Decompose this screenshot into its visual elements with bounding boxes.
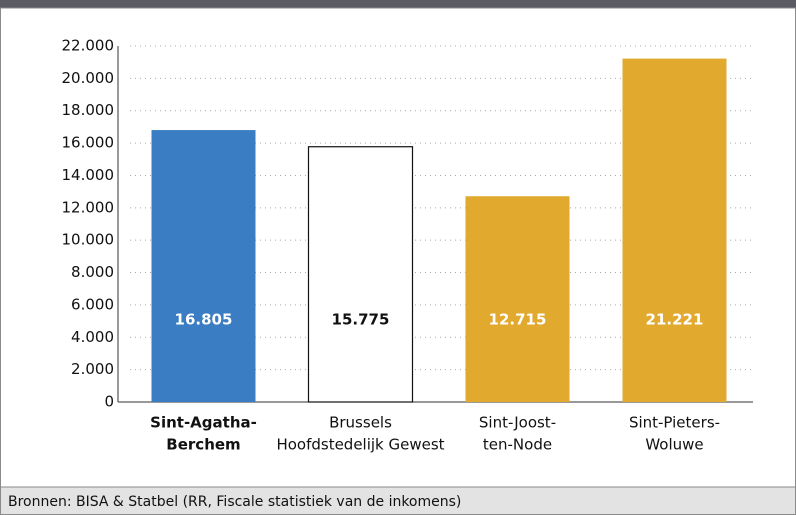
bar — [622, 58, 727, 402]
source: Bronnen: BISA & Statbel (RR, Fiscale sta… — [8, 494, 461, 510]
bar — [465, 196, 570, 402]
x-tick-label: Brussels — [329, 414, 392, 432]
x-tick-label: Sint-Agatha- — [150, 414, 257, 432]
x-tick-label: Woluwe — [645, 436, 703, 454]
header-band — [0, 0, 796, 8]
bar — [151, 130, 256, 402]
x-tick-label: ten-Node — [483, 436, 552, 454]
y-tick-label: 2.000 — [71, 360, 114, 378]
value-label: 21.221 — [646, 311, 704, 329]
y-tick-label: 10.000 — [62, 231, 115, 249]
y-tick-label: 4.000 — [71, 328, 114, 346]
x-tick-label: Berchem — [166, 436, 240, 454]
value-label: 12.715 — [489, 311, 547, 329]
y-tick-label: 8.000 — [71, 263, 114, 281]
y-tick-label: 6.000 — [71, 295, 114, 313]
y-tick-label: 18.000 — [62, 101, 115, 119]
y-tick-label: 16.000 — [62, 134, 115, 152]
value-label: 15.775 — [332, 311, 390, 329]
y-tick-label: 20.000 — [62, 69, 115, 87]
y-tick-label: 0 — [104, 393, 114, 411]
bar — [307, 146, 414, 403]
y-tick-label: 14.000 — [62, 166, 115, 184]
x-tick-label: Sint-Pieters- — [629, 414, 720, 432]
value-label: 16.805 — [175, 311, 233, 329]
x-tick-label: Hoofdstedelijk Gewest — [276, 436, 444, 454]
y-tick-label: 22.000 — [62, 37, 115, 55]
y-tick-label: 12.000 — [62, 198, 115, 216]
x-tick-label: Sint-Joost- — [479, 414, 556, 432]
